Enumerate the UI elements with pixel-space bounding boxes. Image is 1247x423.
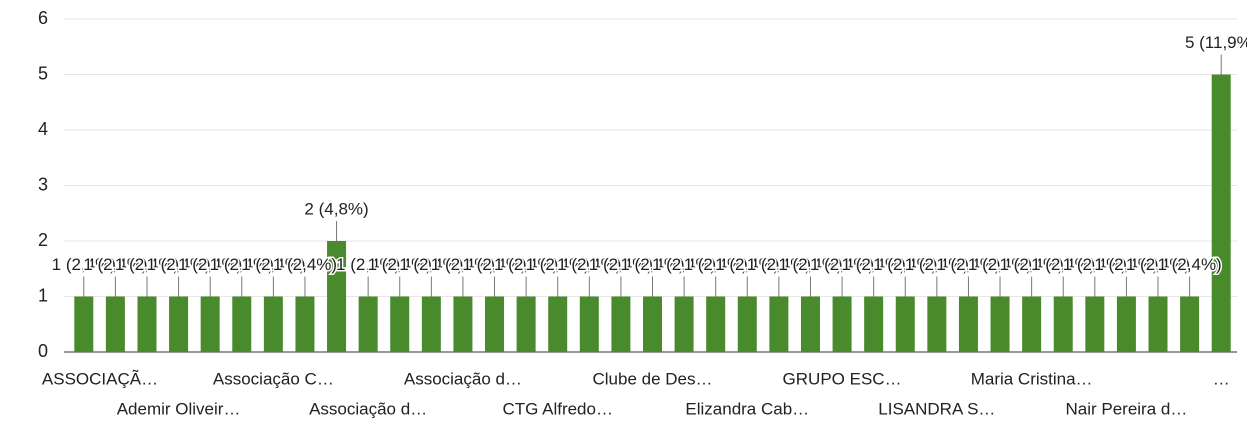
value-label: 1 (2,4%) [210, 255, 274, 274]
y-tick-label: 6 [38, 8, 48, 28]
bar [263, 296, 283, 352]
y-tick-label: 1 [38, 285, 48, 305]
bar [643, 296, 662, 352]
value-label: 1 (2,4%) [1126, 255, 1190, 274]
bar [706, 296, 726, 352]
value-label: 1 (2,4%) [557, 255, 621, 274]
value-label: 1 (2,4%) [368, 255, 432, 274]
x-tick-label: Ademir Oliveir… [117, 399, 241, 418]
x-tick-label: Associação d… [404, 369, 522, 388]
bar [200, 296, 220, 352]
value-label: 1 (2,4%) [241, 255, 305, 274]
value-label: 1 (2,4%) [178, 255, 242, 274]
bar [800, 296, 820, 352]
x-tick-label: LISANDRA S… [878, 399, 995, 418]
bar [105, 296, 125, 352]
value-label: 1 (2,4%) [747, 255, 811, 274]
bar [1116, 296, 1136, 352]
x-tick-label: … [1213, 369, 1230, 388]
x-tick-label: Clube de Des… [592, 369, 712, 388]
value-label: 1 (2,4%) [1094, 255, 1158, 274]
bar [990, 296, 1010, 352]
bar [958, 296, 978, 352]
bar [769, 296, 789, 352]
value-label: 1 (2,4%) [115, 255, 179, 274]
value-label: 1 (2,4%) [905, 255, 969, 274]
bar [1180, 296, 1200, 352]
bar [358, 296, 378, 352]
bar [1022, 296, 1042, 352]
bar [674, 296, 694, 352]
value-label: 1 (2,4%) [842, 255, 906, 274]
value-label: 1 (2,4%) [52, 255, 116, 274]
value-label: 1 (2,4%) [1063, 255, 1127, 274]
x-tick-label: Associação C… [213, 369, 334, 388]
value-label: 1 (2,4%) [1157, 255, 1221, 274]
value-label: 5 (11,9%) [1185, 33, 1247, 52]
bar [1148, 296, 1168, 352]
x-tick-label: Associação d… [309, 399, 427, 418]
bar [74, 296, 94, 352]
y-tick-label: 2 [38, 230, 48, 250]
bar [927, 296, 947, 352]
bar [1085, 296, 1105, 352]
value-label: 1 (2,4%) [1000, 255, 1064, 274]
bar [895, 296, 915, 352]
x-tick-label: CTG Alfredo… [502, 399, 613, 418]
x-tick-label: Elizandra Cab… [685, 399, 809, 418]
bar [390, 296, 410, 352]
bar [579, 296, 599, 352]
bar [1053, 296, 1073, 352]
value-label: 1 (2,4%) [589, 255, 653, 274]
value-label: 1 (2,4%) [431, 255, 495, 274]
value-label: 1 (2,4%) [715, 255, 779, 274]
value-label: 1 (2,4%) [83, 255, 147, 274]
value-label: 1 (2,4%) [873, 255, 937, 274]
bar [421, 296, 441, 352]
bar [485, 296, 505, 352]
bar [548, 296, 568, 352]
value-label: 2 (4,8%) [304, 199, 368, 218]
x-tick-label: Nair Pereira d… [1065, 399, 1187, 418]
x-tick-label: ASSOCIAÇÃ… [42, 369, 158, 388]
value-label: 1 (2,4%) [620, 255, 684, 274]
value-label: 1 (2,4%) [273, 255, 337, 274]
value-label: 1 (2,4%) [146, 255, 210, 274]
value-label: 1 (2,4%) [936, 255, 1000, 274]
bar [611, 296, 631, 352]
value-label: 1 (2,4%) [336, 255, 400, 274]
y-tick-label: 5 [38, 63, 48, 83]
bar [516, 296, 536, 352]
value-label: 1 (2,4%) [968, 255, 1032, 274]
bar [737, 296, 757, 352]
value-label: 1 (2,4%) [778, 255, 842, 274]
bar [169, 296, 189, 352]
y-tick-label: 0 [38, 341, 48, 361]
value-label: 1 (2,4%) [652, 255, 716, 274]
value-label: 1 (2,4%) [1031, 255, 1095, 274]
value-label: 1 (2,4%) [399, 255, 463, 274]
bar [327, 241, 347, 352]
bar [295, 296, 315, 352]
bar [864, 296, 884, 352]
bar [453, 296, 473, 352]
bar [232, 296, 252, 352]
y-tick-label: 3 [38, 174, 48, 194]
value-label: 1 (2,4%) [684, 255, 748, 274]
value-label: 1 (2,4%) [526, 255, 590, 274]
value-label: 1 (2,4%) [494, 255, 558, 274]
value-label: 1 (2,4%) [810, 255, 874, 274]
y-tick-label: 4 [38, 119, 48, 139]
bar [832, 296, 852, 352]
x-tick-label: GRUPO ESC… [783, 369, 902, 388]
bar [137, 296, 157, 352]
bar [1211, 74, 1231, 352]
value-label: 1 (2,4%) [462, 255, 526, 274]
x-tick-label: Maria Cristina… [971, 369, 1093, 388]
